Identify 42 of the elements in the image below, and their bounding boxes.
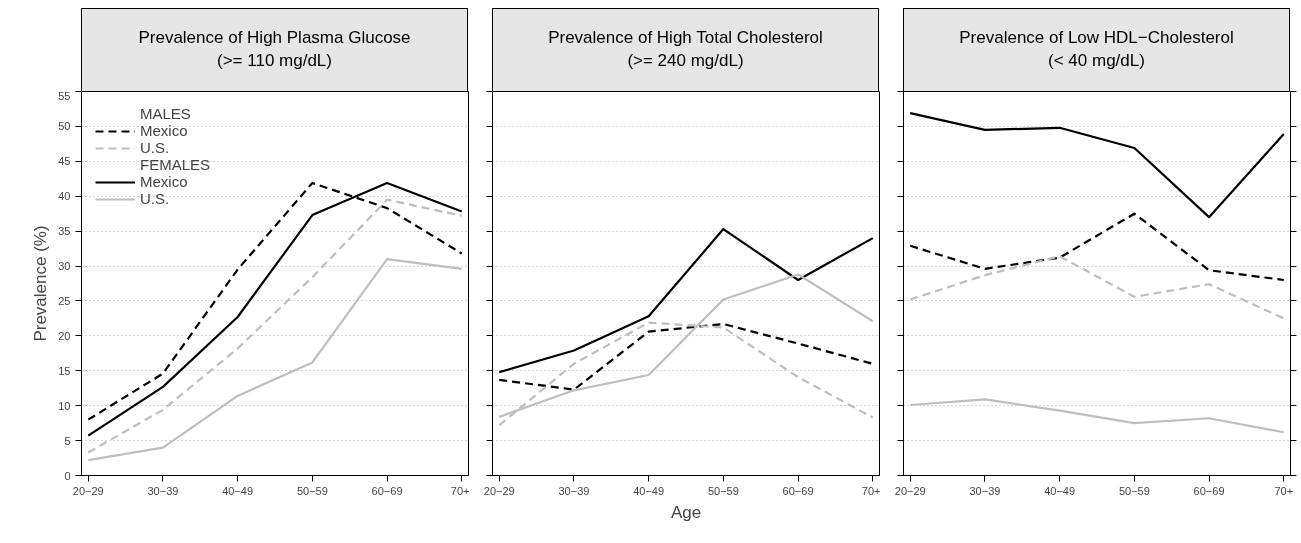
x-tick-label: 40−49 — [222, 484, 254, 497]
x-tick-label: 30−39 — [969, 484, 1001, 497]
x-axis-title: Age — [670, 502, 702, 522]
x-tick-label: 20−29 — [483, 484, 515, 497]
x-tick-label: 70+ — [861, 484, 881, 497]
chart-title: Prevalence of Low HDL−Cholesterol (< 40 mg/dL) — [959, 27, 1234, 72]
x-tick-label: 20−29 — [894, 484, 926, 497]
x-tick-label: 60−69 — [1193, 484, 1225, 497]
x-tick-label: 40−49 — [1044, 484, 1076, 497]
y-axis-title: Prevalence (%) — [31, 225, 51, 342]
y-tick-label: 15 — [58, 364, 71, 377]
chart-title: Prevalence of High Plasma Glucose (>= 110 mg/dL) — [138, 27, 411, 72]
x-tick-label: 60−69 — [371, 484, 403, 497]
legend-label: Mexico — [140, 122, 188, 139]
x-tick-label: 50−59 — [1118, 484, 1150, 497]
chart-title: Prevalence of High Total Cholesterol (>= 240 mg/dL) — [548, 27, 823, 72]
y-tick-label: 30 — [58, 260, 71, 273]
x-tick-label: 60−69 — [782, 484, 814, 497]
x-tick-label: 30−39 — [558, 484, 590, 497]
y-tick-label: 35 — [58, 225, 71, 238]
y-tick-label: 50 — [58, 120, 71, 133]
y-tick-label: 5 — [64, 434, 71, 447]
y-tick-label: 40 — [58, 190, 71, 203]
x-tick-label: 70+ — [1274, 484, 1294, 497]
y-tick-label: 10 — [58, 399, 71, 412]
line-series — [87, 257, 463, 462]
x-tick-label: 20−29 — [72, 484, 104, 497]
legend-label: U.S. — [140, 190, 170, 207]
x-tick-label: 40−49 — [633, 484, 665, 497]
y-tick-label: 20 — [58, 329, 71, 342]
y-tick-label: 0 — [64, 469, 71, 482]
legend-label: U.S. — [140, 139, 170, 156]
annotation: FEMALES — [140, 156, 211, 173]
x-tick-label: 50−59 — [296, 484, 328, 497]
y-tick-label: 45 — [58, 155, 71, 168]
y-tick-label: 25 — [58, 294, 71, 307]
x-tick-label: 50−59 — [707, 484, 739, 497]
annotation: MALES — [140, 105, 191, 122]
legend-label: Mexico — [140, 173, 188, 190]
x-tick-label: 30−39 — [147, 484, 179, 497]
x-tick-label: 70+ — [450, 484, 470, 497]
y-tick-label: 55 — [58, 89, 71, 102]
